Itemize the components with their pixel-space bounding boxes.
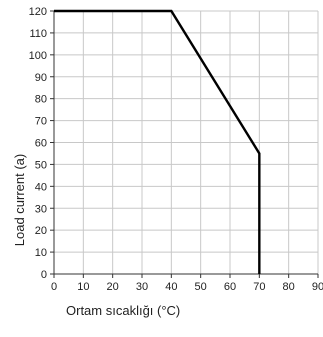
- grid-layer: [54, 11, 318, 274]
- tick-labels: 0 10 20 30 40 50 60 70 80 90 0 10 20 30 40 50 60 70 80 90 10…: [29, 6, 323, 293]
- y-tick-label: 40: [35, 181, 47, 193]
- y-tick-label: 120: [29, 6, 47, 18]
- x-tick-label: 0: [51, 281, 57, 293]
- x-tick-label: 50: [195, 281, 207, 293]
- y-tick-label: 110: [29, 28, 47, 40]
- x-tick-label: 80: [283, 281, 295, 293]
- x-tick-label: 90: [312, 281, 323, 293]
- x-tick-label: 60: [224, 281, 236, 293]
- x-tick-label: 10: [77, 281, 89, 293]
- x-tick-label: 30: [136, 281, 148, 293]
- y-tick-label: 30: [35, 203, 47, 215]
- y-tick-label: 60: [35, 138, 47, 150]
- y-tick-label: 10: [35, 247, 47, 259]
- y-tick-label: 20: [35, 225, 47, 237]
- y-tick-label: 80: [35, 94, 47, 106]
- y-tick-label: 0: [41, 269, 47, 281]
- y-tick-label: 50: [35, 159, 47, 171]
- axes-layer: [50, 11, 318, 278]
- x-tick-label: 40: [165, 281, 177, 293]
- y-axis-title: Load current (a): [12, 154, 27, 247]
- y-tick-label: 90: [35, 72, 47, 84]
- y-tick-label: 100: [29, 50, 47, 62]
- x-tick-label: 20: [107, 281, 119, 293]
- x-axis-title: Ortam sıcaklığı (°C): [66, 303, 180, 318]
- x-tick-label: 70: [253, 281, 265, 293]
- y-tick-label: 70: [35, 116, 47, 128]
